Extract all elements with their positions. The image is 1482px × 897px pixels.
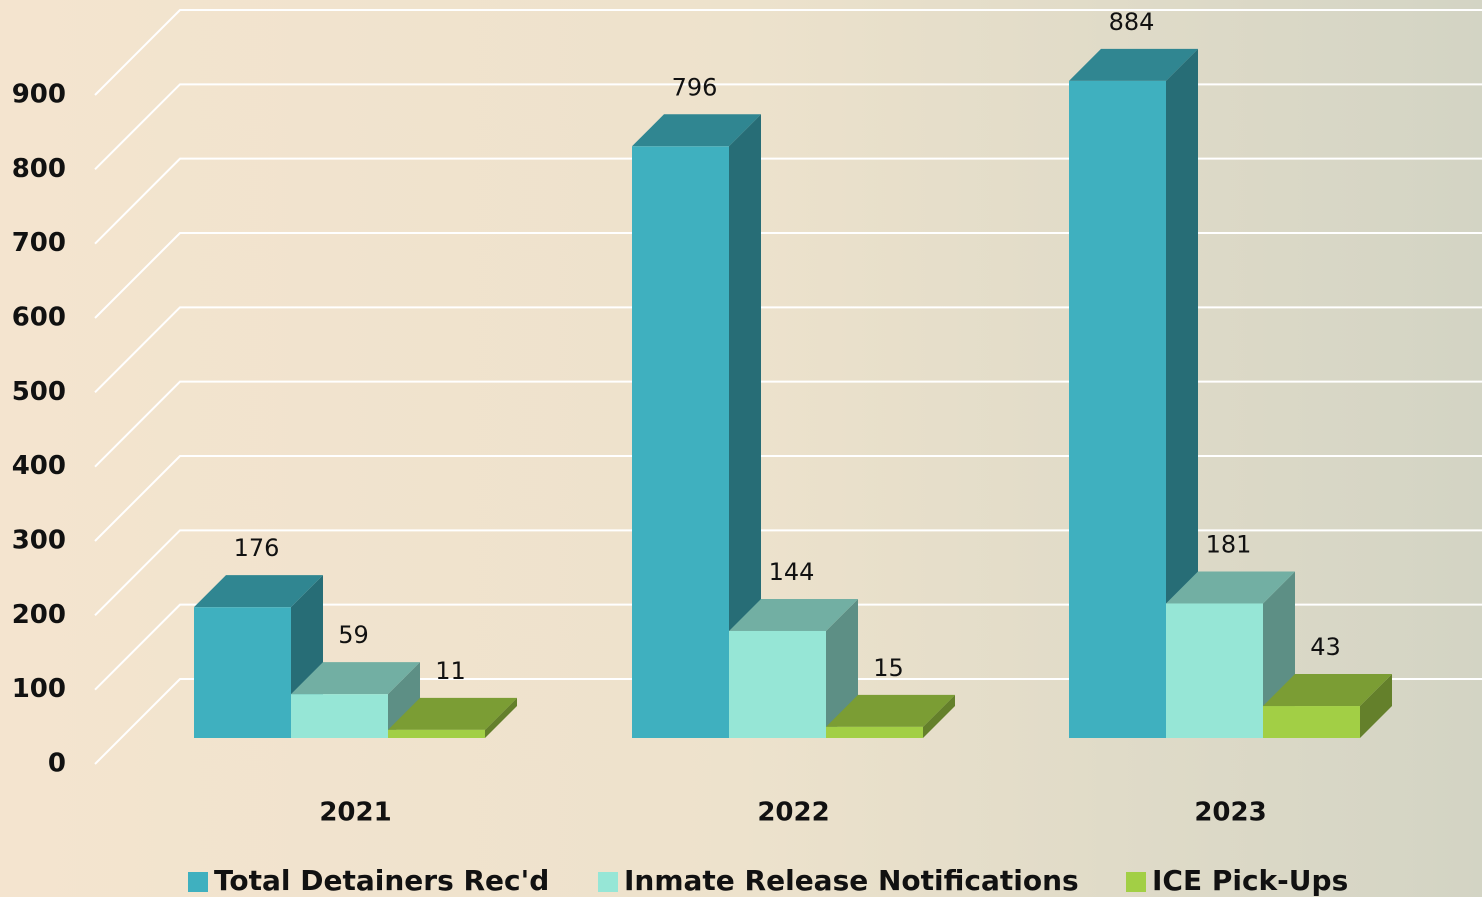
legend-label: ICE Pick-Ups xyxy=(1152,864,1348,897)
bar xyxy=(194,607,291,738)
legend-swatch xyxy=(1126,872,1146,892)
x-tick-label: 2023 xyxy=(1194,798,1266,828)
data-label: 15 xyxy=(873,654,904,682)
x-tick-label: 2021 xyxy=(319,798,391,828)
y-tick-label: 500 xyxy=(12,377,66,407)
legend-swatch xyxy=(598,872,618,892)
legend-label: Inmate Release Notifications xyxy=(624,864,1079,897)
y-tick-label: 800 xyxy=(12,154,66,184)
data-label: 59 xyxy=(338,621,369,649)
y-tick-label: 300 xyxy=(12,526,66,556)
bar xyxy=(291,694,388,738)
y-tick-label: 400 xyxy=(12,451,66,481)
bar xyxy=(388,730,485,738)
bar xyxy=(1263,706,1360,738)
y-tick-label: 900 xyxy=(12,80,66,110)
y-tick-label: 200 xyxy=(12,600,66,630)
data-label: 884 xyxy=(1109,8,1155,36)
data-label: 796 xyxy=(672,73,718,101)
bar xyxy=(632,146,729,738)
data-label: 11 xyxy=(435,657,466,685)
bar xyxy=(1166,603,1263,738)
data-label: 176 xyxy=(234,534,280,562)
y-tick-label: 100 xyxy=(12,674,66,704)
y-tick-label: 700 xyxy=(12,228,66,258)
y-tick-label: 600 xyxy=(12,303,66,333)
legend: Total Detainers Rec'd Inmate Release Noti… xyxy=(188,864,1348,897)
chart: 0 100 200 300 400 500 600 700 800 900 2021 176 59 11… xyxy=(0,0,1482,897)
y-tick-label: 0 xyxy=(48,749,66,779)
legend-label: Total Detainers Rec'd xyxy=(214,864,549,897)
legend-swatch xyxy=(188,872,208,892)
bar xyxy=(826,727,923,738)
data-label: 144 xyxy=(769,558,815,586)
x-tick-label: 2022 xyxy=(757,798,829,828)
bar xyxy=(729,631,826,738)
bar xyxy=(1069,81,1166,738)
data-label: 43 xyxy=(1310,633,1341,661)
data-label: 181 xyxy=(1206,530,1252,558)
